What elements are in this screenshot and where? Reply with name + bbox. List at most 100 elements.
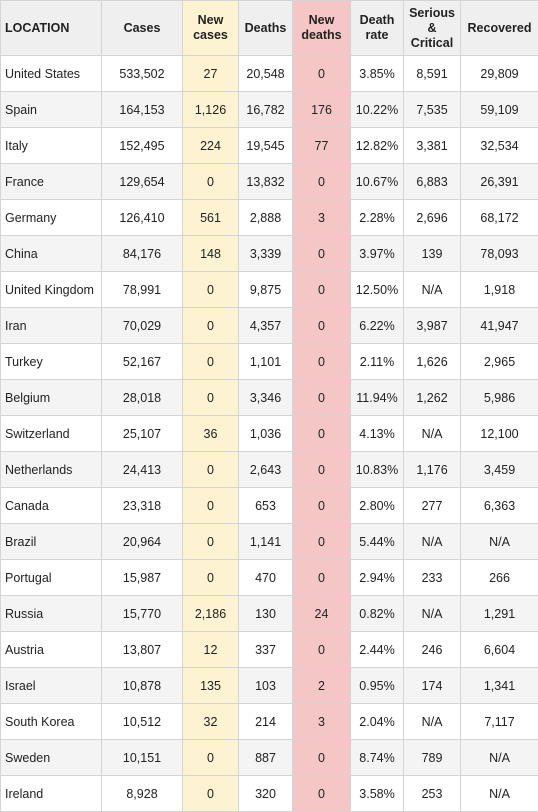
cell-recovered: 6,363 — [461, 488, 538, 524]
cell-location: Austria — [1, 632, 102, 668]
cell-death-rate: 4.13% — [351, 416, 404, 452]
cell-new-cases: 0 — [183, 308, 239, 344]
cell-deaths: 470 — [239, 560, 293, 596]
cell-new-cases: 32 — [183, 704, 239, 740]
header-serious-critical[interactable]: Serious & Critical — [404, 1, 461, 56]
table-header: LOCATION Cases New cases Deaths New deat… — [1, 1, 538, 56]
cell-death-rate: 3.97% — [351, 236, 404, 272]
header-cases[interactable]: Cases — [102, 1, 183, 56]
cell-location: Russia — [1, 596, 102, 632]
cell-new-deaths: 0 — [293, 776, 351, 812]
header-new-cases[interactable]: New cases — [183, 1, 239, 56]
cell-recovered: 1,291 — [461, 596, 538, 632]
cell-death-rate: 3.85% — [351, 56, 404, 92]
cell-serious-critical: 246 — [404, 632, 461, 668]
cell-location: Belgium — [1, 380, 102, 416]
cell-cases: 23,318 — [102, 488, 183, 524]
cell-location: Switzerland — [1, 416, 102, 452]
cell-recovered: 2,965 — [461, 344, 538, 380]
cell-location: Turkey — [1, 344, 102, 380]
cell-deaths: 3,346 — [239, 380, 293, 416]
cell-cases: 164,153 — [102, 92, 183, 128]
cell-death-rate: 3.58% — [351, 776, 404, 812]
cell-location: Italy — [1, 128, 102, 164]
cell-location: Brazil — [1, 524, 102, 560]
cell-serious-critical: 1,176 — [404, 452, 461, 488]
cell-new-deaths: 0 — [293, 164, 351, 200]
cell-deaths: 214 — [239, 704, 293, 740]
cell-deaths: 9,875 — [239, 272, 293, 308]
cell-death-rate: 5.44% — [351, 524, 404, 560]
cell-new-deaths: 24 — [293, 596, 351, 632]
cell-death-rate: 2.11% — [351, 344, 404, 380]
cell-cases: 10,151 — [102, 740, 183, 776]
cell-cases: 25,107 — [102, 416, 183, 452]
cell-recovered: N/A — [461, 524, 538, 560]
header-new-deaths[interactable]: New deaths — [293, 1, 351, 56]
cell-new-cases: 27 — [183, 56, 239, 92]
cell-new-deaths: 0 — [293, 236, 351, 272]
cell-new-deaths: 3 — [293, 200, 351, 236]
cell-new-deaths: 0 — [293, 488, 351, 524]
cell-deaths: 2,888 — [239, 200, 293, 236]
cell-serious-critical: 1,626 — [404, 344, 461, 380]
cell-recovered: 1,918 — [461, 272, 538, 308]
cell-new-deaths: 0 — [293, 380, 351, 416]
header-location[interactable]: LOCATION — [1, 1, 102, 56]
cell-death-rate: 2.80% — [351, 488, 404, 524]
cell-location: Ireland — [1, 776, 102, 812]
cell-death-rate: 11.94% — [351, 380, 404, 416]
cell-new-cases: 135 — [183, 668, 239, 704]
cell-new-deaths: 0 — [293, 272, 351, 308]
cell-serious-critical: 6,883 — [404, 164, 461, 200]
cell-serious-critical: N/A — [404, 704, 461, 740]
cell-new-deaths: 0 — [293, 560, 351, 596]
header-deaths[interactable]: Deaths — [239, 1, 293, 56]
cell-deaths: 1,101 — [239, 344, 293, 380]
cell-death-rate: 8.74% — [351, 740, 404, 776]
cell-death-rate: 6.22% — [351, 308, 404, 344]
cell-recovered: 68,172 — [461, 200, 538, 236]
cell-location: Sweden — [1, 740, 102, 776]
cell-cases: 20,964 — [102, 524, 183, 560]
cell-recovered: 3,459 — [461, 452, 538, 488]
cell-recovered: 78,093 — [461, 236, 538, 272]
cell-new-cases: 0 — [183, 380, 239, 416]
cell-cases: 28,018 — [102, 380, 183, 416]
cell-new-deaths: 0 — [293, 344, 351, 380]
cell-recovered: 7,117 — [461, 704, 538, 740]
header-recovered[interactable]: Recovered — [461, 1, 538, 56]
cell-cases: 24,413 — [102, 452, 183, 488]
cell-serious-critical: 253 — [404, 776, 461, 812]
cell-death-rate: 12.82% — [351, 128, 404, 164]
cell-location: France — [1, 164, 102, 200]
cell-new-deaths: 0 — [293, 632, 351, 668]
cell-new-cases: 0 — [183, 452, 239, 488]
cell-serious-critical: 2,696 — [404, 200, 461, 236]
cell-cases: 13,807 — [102, 632, 183, 668]
cell-new-deaths: 0 — [293, 56, 351, 92]
cell-recovered: 29,809 — [461, 56, 538, 92]
cell-new-deaths: 3 — [293, 704, 351, 740]
cell-new-cases: 0 — [183, 560, 239, 596]
cell-serious-critical: 7,535 — [404, 92, 461, 128]
header-death-rate[interactable]: Death rate — [351, 1, 404, 56]
cell-new-cases: 0 — [183, 524, 239, 560]
cell-death-rate: 2.94% — [351, 560, 404, 596]
cell-new-cases: 0 — [183, 740, 239, 776]
cell-location: United Kingdom — [1, 272, 102, 308]
cell-death-rate: 12.50% — [351, 272, 404, 308]
cell-cases: 70,029 — [102, 308, 183, 344]
cell-serious-critical: 174 — [404, 668, 461, 704]
cell-recovered: 6,604 — [461, 632, 538, 668]
